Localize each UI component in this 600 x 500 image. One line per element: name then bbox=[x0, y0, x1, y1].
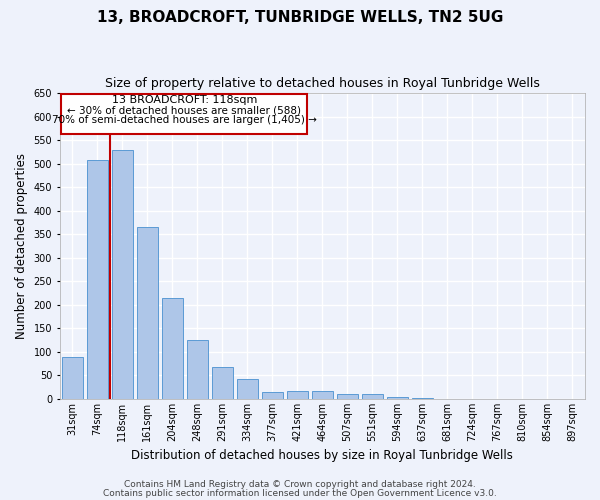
Bar bbox=[112, 150, 133, 399]
Bar bbox=[337, 394, 358, 399]
Bar bbox=[137, 227, 158, 399]
Bar bbox=[212, 368, 233, 399]
FancyBboxPatch shape bbox=[61, 94, 307, 134]
X-axis label: Distribution of detached houses by size in Royal Tunbridge Wells: Distribution of detached houses by size … bbox=[131, 450, 514, 462]
Bar bbox=[287, 391, 308, 399]
Bar bbox=[387, 396, 408, 399]
Bar bbox=[262, 392, 283, 399]
Bar bbox=[162, 298, 183, 399]
Text: Contains HM Land Registry data © Crown copyright and database right 2024.: Contains HM Land Registry data © Crown c… bbox=[124, 480, 476, 489]
Text: Contains public sector information licensed under the Open Government Licence v3: Contains public sector information licen… bbox=[103, 488, 497, 498]
Text: 13 BROADCROFT: 118sqm: 13 BROADCROFT: 118sqm bbox=[112, 95, 257, 105]
Bar bbox=[362, 394, 383, 399]
Bar bbox=[87, 160, 108, 399]
Bar bbox=[312, 391, 333, 399]
Bar bbox=[237, 379, 258, 399]
Bar bbox=[62, 356, 83, 399]
Text: 70% of semi-detached houses are larger (1,405) →: 70% of semi-detached houses are larger (… bbox=[52, 115, 317, 125]
Bar bbox=[412, 398, 433, 399]
Text: ← 30% of detached houses are smaller (588): ← 30% of detached houses are smaller (58… bbox=[67, 105, 301, 115]
Bar bbox=[187, 340, 208, 399]
Title: Size of property relative to detached houses in Royal Tunbridge Wells: Size of property relative to detached ho… bbox=[105, 78, 540, 90]
Y-axis label: Number of detached properties: Number of detached properties bbox=[15, 153, 28, 339]
Text: 13, BROADCROFT, TUNBRIDGE WELLS, TN2 5UG: 13, BROADCROFT, TUNBRIDGE WELLS, TN2 5UG bbox=[97, 10, 503, 25]
